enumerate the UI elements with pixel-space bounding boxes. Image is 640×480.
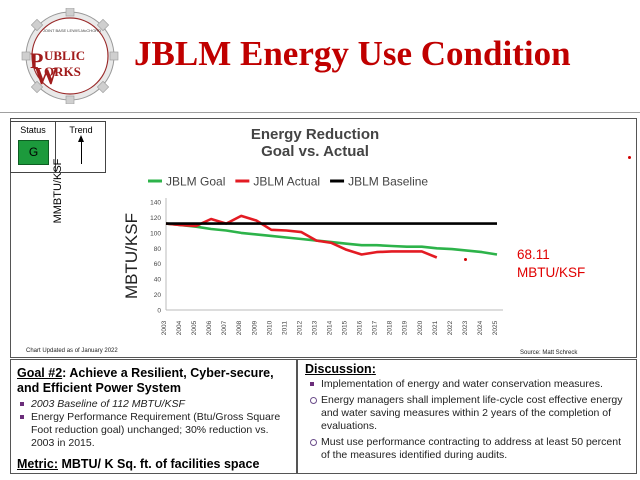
goal-list: 2003 Baseline of 112 MBTU/KSF Energy Per… — [17, 398, 292, 450]
stray-dot — [628, 156, 631, 159]
gear-icon — [21, 8, 119, 104]
goal-title-prefix: Goal #2 — [17, 366, 63, 380]
y-tick-label: 60 — [154, 261, 162, 268]
metric-label: Metric: — [17, 457, 58, 471]
trend-label: Trend — [69, 125, 93, 135]
x-tick-label: 2007 — [221, 320, 228, 335]
x-tick-label: 2020 — [417, 320, 424, 335]
x-tick-label: 2009 — [251, 320, 258, 335]
goal-item-text: 2003 Baseline of 112 MBTU/KSF — [31, 398, 185, 410]
y-tick-label: 20 — [154, 292, 162, 299]
chart-title-main: Energy Reduction — [250, 126, 380, 143]
svg-text:UBLIC: UBLIC — [44, 48, 85, 63]
chart-source-note: Source: Matt Schreck — [520, 350, 578, 356]
chart-subtitle: Goal vs. Actual — [261, 143, 369, 160]
chart-panel — [10, 118, 637, 358]
goal-item: Energy Performance Requirement (Btu/Gros… — [17, 411, 292, 450]
status-cell: Status G — [11, 122, 56, 172]
y-axis-label: MBTU/KSF — [122, 213, 141, 299]
y-tick-label: 100 — [150, 230, 161, 237]
svg-text:ORKS: ORKS — [44, 64, 81, 79]
trend-cell: Trend — [57, 122, 105, 172]
svg-text:W: W — [34, 64, 58, 90]
y-tick-label: 120 — [150, 215, 161, 222]
discussion-item: Energy managers shall implement life-cyc… — [307, 394, 632, 433]
logo-small-text: JOINT BASE LEWIS-McCHORD — [43, 28, 101, 33]
legend-label: JBLM Baseline — [348, 175, 428, 189]
x-tick-label: 2006 — [206, 320, 213, 335]
x-tick-label: 2011 — [281, 321, 288, 335]
annotation-unit: MBTU/KSF — [517, 265, 586, 280]
y-tick-label: 0 — [157, 308, 161, 315]
chart-updated-note: Chart Updated as of January 2022 — [26, 348, 118, 354]
discussion-item: Must use performance contracting to addr… — [307, 436, 632, 462]
header-divider — [0, 112, 640, 113]
status-badge: G — [18, 140, 49, 165]
x-tick-label: 2019 — [402, 320, 409, 335]
metric-line: Metric: MBTU/ K Sq. ft. of facilities sp… — [17, 457, 259, 471]
status-trend-box: Status G Trend — [10, 121, 106, 173]
x-tick-label: 2016 — [357, 320, 364, 335]
x-tick-label: 2005 — [191, 320, 198, 335]
x-tick-label: 2024 — [477, 320, 484, 335]
page-title: JBLM Energy Use Condition — [134, 34, 571, 73]
legend-label: JBLM Actual — [253, 175, 320, 189]
y-tick-label: 40 — [154, 277, 162, 284]
goal-title-rest: : Achieve a Resilient, Cyber-secure, and… — [17, 366, 274, 395]
legend-label: JBLM Goal — [166, 175, 225, 189]
public-works-logo: JOINT BASE LEWIS-McCHORD P UBLIC ORKS W — [21, 8, 119, 104]
discussion-item: Implementation of energy and water conse… — [307, 378, 632, 391]
series-line — [165, 222, 498, 256]
x-tick-label: 2015 — [342, 320, 349, 335]
latest-value-annotation: 68.11 MBTU/KSF — [517, 246, 585, 282]
goal-title: Goal #2: Achieve a Resilient, Cyber-secu… — [17, 366, 287, 396]
goal-item: 2003 Baseline of 112 MBTU/KSF — [17, 398, 292, 411]
stray-dot — [464, 258, 467, 261]
x-tick-label: 2004 — [176, 320, 183, 335]
x-tick-label: 2023 — [462, 320, 469, 335]
series-line — [165, 214, 438, 259]
x-tick-label: 2017 — [372, 320, 379, 335]
goal-box — [10, 359, 297, 474]
header: JOINT BASE LEWIS-McCHORD P UBLIC ORKS W … — [0, 0, 640, 112]
x-tick-label: 2022 — [447, 320, 454, 335]
arrow-up-icon — [78, 135, 84, 164]
discussion-list: Implementation of energy and water conse… — [307, 378, 632, 462]
annotation-value: 68.11 — [517, 247, 550, 262]
chart-title: Energy Reduction Goal vs. Actual — [180, 126, 450, 160]
svg-text:P: P — [30, 48, 43, 73]
energy-line-chart: 0 20 40 60 80 100 120 140 2003 2004 2005 2006 2007 20… — [122, 175, 503, 335]
x-tick-label: 2018 — [387, 320, 394, 335]
y-tick-label: 140 — [150, 200, 161, 207]
metric-value: MBTU/ K Sq. ft. of facilities space — [57, 457, 260, 471]
x-tick-label: 2025 — [492, 320, 499, 335]
discussion-title-suffix: : — [371, 362, 376, 376]
y-tick-label: 80 — [154, 246, 162, 253]
x-tick-label: 2008 — [236, 320, 243, 335]
x-tick-label: 2021 — [432, 320, 439, 335]
discussion-box — [297, 359, 637, 474]
discussion-title-text: Discussion — [305, 362, 372, 376]
x-tick-label: 2003 — [161, 320, 168, 335]
discussion-title: Discussion: — [305, 362, 376, 376]
x-tick-label: 2014 — [327, 320, 334, 335]
status-label: Status — [20, 125, 46, 135]
x-tick-label: 2013 — [311, 320, 318, 335]
x-tick-label: 2012 — [296, 320, 303, 335]
x-tick-label: 2010 — [266, 320, 273, 335]
